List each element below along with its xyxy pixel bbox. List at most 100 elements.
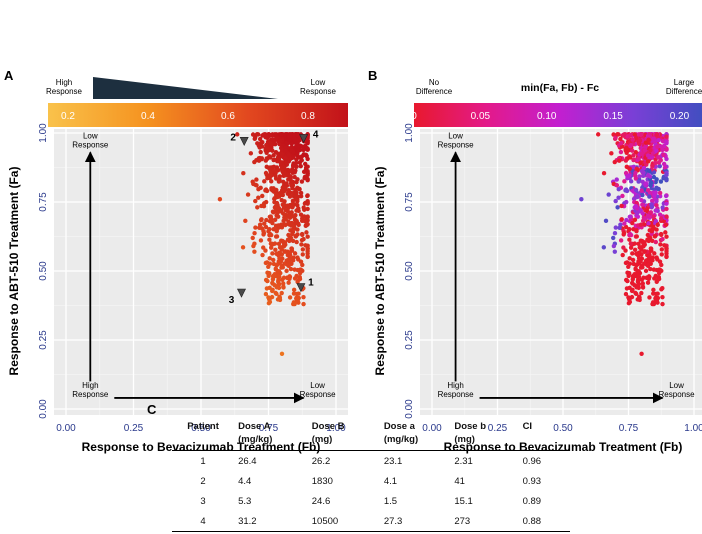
data-point [654,202,659,208]
data-point [624,199,629,205]
data-point [286,263,291,269]
data-point [264,278,269,283]
data-point [286,187,291,193]
data-point [649,204,655,209]
data-point [286,159,291,164]
data-point [638,222,644,227]
data-point [603,218,609,224]
data-point [632,217,638,222]
data-point [299,231,305,237]
data-point [635,277,641,283]
cell-dose-b-lower: 41 [454,475,465,487]
data-point [629,294,635,300]
data-point [639,188,644,193]
data-point [295,298,300,303]
data-point [261,230,267,236]
data-point [627,237,632,242]
data-point [287,194,293,199]
data-point [271,157,276,163]
patient-marker [237,288,246,298]
data-point [641,275,646,280]
data-point [648,266,653,272]
data-point [269,179,274,184]
y-tick-label: 1.00 [38,123,49,143]
data-point [253,198,258,204]
patient-marker [299,134,309,144]
data-point [250,235,255,241]
data-point [273,247,278,252]
data-point [283,148,288,153]
x-tick-label: 0.75 [619,423,639,434]
data-point [273,203,279,209]
data-point [659,262,664,268]
data-point [271,257,276,263]
data-point [633,150,638,155]
data-point [301,147,306,153]
data-point [298,190,304,196]
data-point [260,252,265,258]
data-point [653,160,658,166]
data-point [640,211,645,216]
data-point [641,173,646,179]
data-point [636,241,641,247]
data-point [627,214,633,220]
data-point [291,287,297,293]
data-point [627,285,632,290]
data-point [217,197,223,202]
data-point [616,195,621,200]
data-point [660,147,665,153]
data-point [274,262,279,268]
data-point [655,277,661,282]
data-point [664,248,669,254]
data-point [256,158,262,163]
data-point [248,151,254,156]
data-point [295,202,300,208]
data-point [270,188,276,193]
data-point [289,246,295,251]
data-point [628,143,634,148]
data-point [634,234,639,239]
data-point [235,132,240,137]
data-point [260,193,265,199]
y-axis-label: Response to ABT-510 Treatment (Fa) [7,167,21,376]
data-point [637,138,643,143]
data-point [639,351,644,356]
data-point [273,170,278,176]
cell-dose-b-upper: 24.6 [311,495,331,507]
data-point [611,235,616,241]
data-point [631,153,636,158]
data-point [276,179,282,184]
cell-dose-a-upper: 4.4 [238,475,252,487]
data-point [647,168,652,173]
colorbar-right-label-line1: Low [311,78,326,87]
data-point [631,196,637,202]
data-point [636,179,641,184]
data-point [280,238,285,244]
data-point [257,136,263,142]
data-point [622,179,627,184]
data-point [640,281,646,286]
data-point [653,239,659,245]
data-point [657,163,663,169]
header-ci: CI [518,414,570,451]
cell-dose-b-upper: 1830 [311,475,333,487]
data-point [643,181,649,186]
data-point [240,245,246,250]
data-point [300,216,305,221]
data-point [263,248,268,253]
patient-label: 2 [230,132,236,143]
table-row: 4 31.2 10500 27.3 273 0.88 [172,511,570,532]
cell-dose-a-upper: 5.3 [238,495,252,507]
data-point [659,247,665,252]
data-point [659,252,664,257]
data-point [643,268,649,274]
colorbar-right-label-line1: Large [674,78,695,87]
data-point [656,137,661,143]
colorbar-tick-label: 0.6 [221,111,235,122]
data-point [265,174,271,179]
data-point [305,172,310,178]
data-point [276,277,281,283]
cell-ci: 0.88 [518,511,570,532]
data-point [299,242,304,247]
data-point [301,236,306,242]
